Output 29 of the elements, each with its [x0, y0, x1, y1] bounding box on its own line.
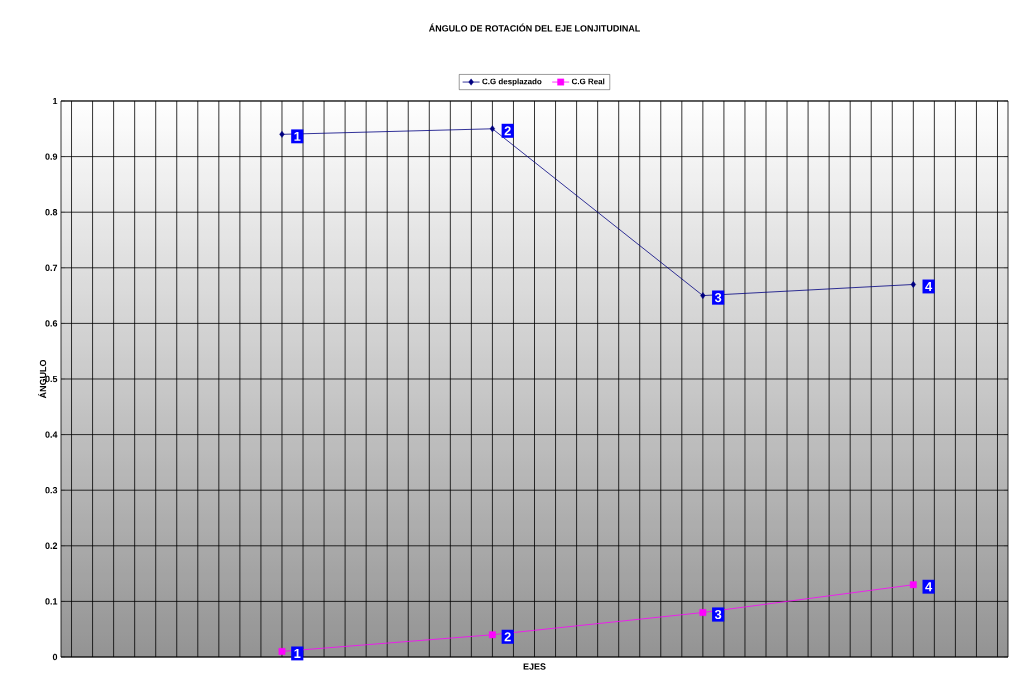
y-tick-label: 0.2	[45, 542, 58, 549]
y-tick-label: 0.9	[45, 153, 58, 160]
point	[699, 609, 707, 616]
annotation: 4	[925, 282, 933, 291]
y-tick-label: 0.5	[45, 375, 58, 383]
y-tick-label: 0.7	[45, 264, 58, 271]
point	[909, 581, 917, 589]
annotation: 1	[294, 131, 301, 141]
annotation: 3	[714, 609, 722, 620]
y-tick-label: 0.8	[45, 209, 58, 216]
point	[279, 130, 285, 138]
point	[489, 631, 496, 639]
y-tick-label: 0.6	[45, 320, 58, 327]
y-tick-label: 0.4	[45, 431, 58, 438]
point	[910, 281, 916, 288]
annotation: 4	[925, 582, 933, 592]
annotation: 2	[504, 632, 511, 642]
y-tick-label: 0.3	[45, 487, 58, 494]
annotation: 3	[714, 293, 722, 303]
y-tick-label: 1	[53, 97, 58, 105]
annotation: 1	[294, 648, 301, 658]
annotation: 2	[504, 126, 511, 136]
point	[489, 125, 496, 133]
point	[278, 648, 286, 655]
x-axis-title: EJES	[523, 663, 546, 670]
y-tick-label: 0	[52, 653, 58, 661]
point	[700, 292, 706, 299]
y-tick-label: 0.1	[45, 598, 58, 605]
chart-title: ÁNGULO DE ROTACIÓN DEL EJE LONJITUDINAL	[428, 23, 640, 32]
